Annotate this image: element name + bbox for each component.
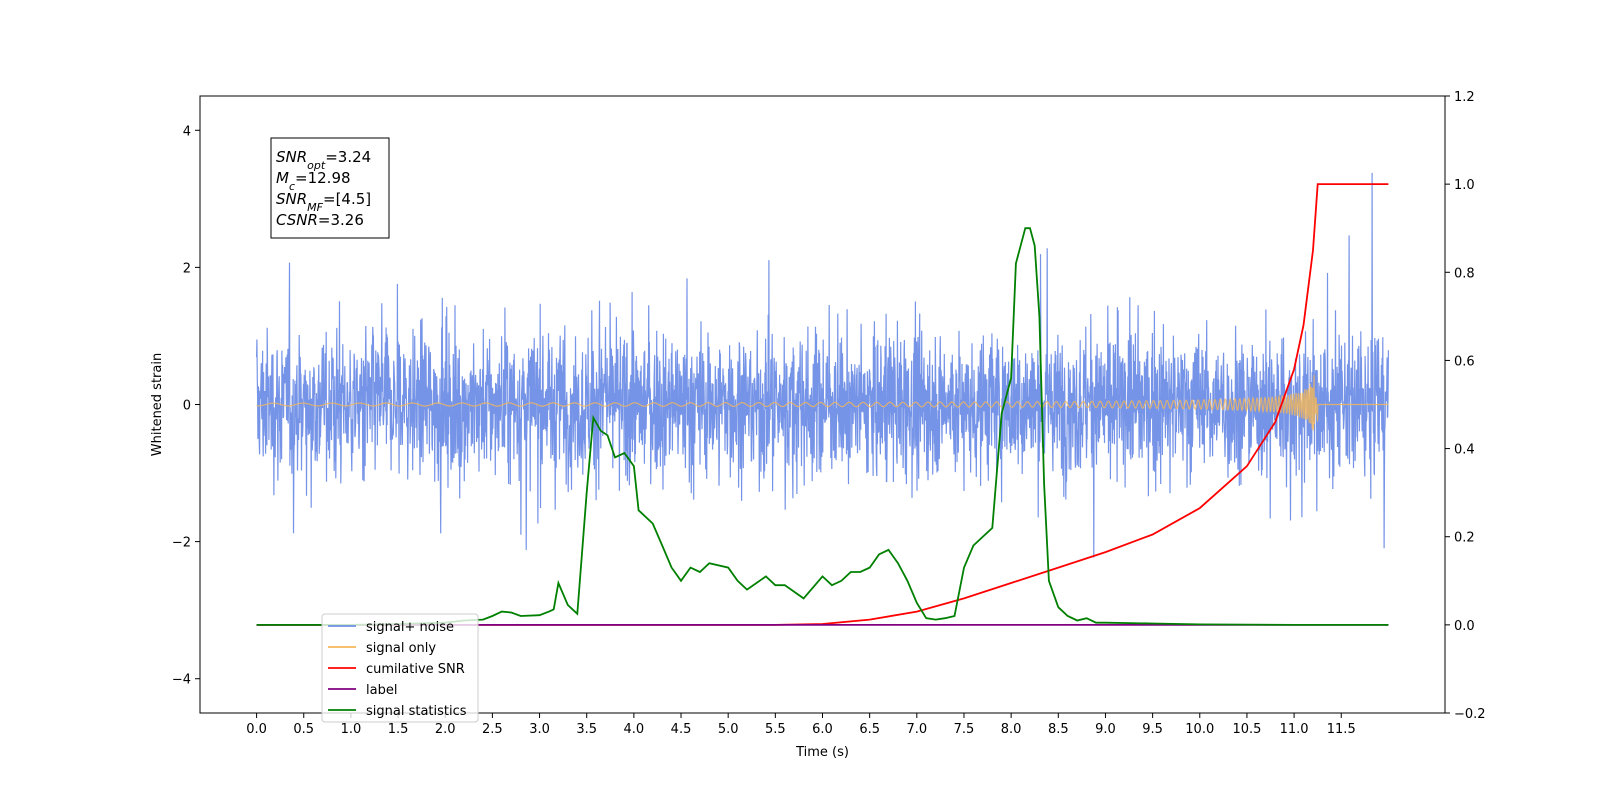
x-tick-label: 0.5 (293, 722, 314, 737)
x-tick-label: 10.5 (1232, 722, 1261, 737)
x-tick-label: 11.0 (1280, 722, 1309, 737)
y-right-tick-label: 0.0 (1454, 619, 1475, 634)
legend-frame (321, 613, 479, 723)
y-right-tick-label: −0.2 (1454, 707, 1486, 722)
x-tick-label: 6.0 (812, 722, 833, 737)
annotation-line: SNRMF=[4.5] (276, 190, 371, 214)
legend-label: label (366, 683, 397, 698)
y-right-tick-label: 1.2 (1454, 90, 1475, 105)
x-tick-label: 1.5 (388, 722, 409, 737)
series-signal-only (256, 375, 1389, 431)
series-cumilative-snr (256, 183, 1389, 626)
legend: signal+ noise signal only cumilative SNR la… (321, 613, 479, 723)
x-tick-label: 4.5 (671, 722, 692, 737)
y-left-tick-label: 0 (183, 399, 191, 414)
x-tick-label: 3.0 (529, 722, 550, 737)
y-left-tick-label: −4 (172, 673, 191, 688)
x-tick-label: 5.5 (765, 722, 786, 737)
annotation-line: CSNR=3.26 (276, 211, 364, 229)
annotation-frame (270, 137, 390, 239)
y-left-tick-label: −2 (172, 536, 191, 551)
annotation-line: Mc=12.98 (276, 169, 351, 193)
y-right-tick-label: 0.6 (1454, 354, 1475, 369)
y-axis-label: Whitened strain (150, 353, 165, 456)
y-left-tick-label: 2 (183, 261, 191, 276)
x-tick-label: 7.0 (906, 722, 927, 737)
legend-label: signal statistics (366, 704, 467, 719)
x-tick-label: 9.5 (1142, 722, 1163, 737)
series-signal-noise (256, 172, 1390, 558)
legend-label: signal only (366, 641, 436, 656)
x-tick-label: 2.0 (435, 722, 456, 737)
y-right-tick-label: 1.0 (1454, 178, 1475, 193)
x-tick-label: 7.5 (954, 722, 975, 737)
y-right-tick-label: 0.4 (1454, 443, 1475, 458)
x-tick-label: 4.0 (624, 722, 645, 737)
x-tick-label: 5.0 (718, 722, 739, 737)
x-tick-label: 0.0 (246, 722, 267, 737)
legend-label: signal+ noise (366, 620, 454, 635)
axes: 0.0 0.5 1.0 1.5 2.0 2.5 3.0 3.5 4.0 4.5 5.0 5.5 6.0 6… (150, 90, 1486, 760)
x-axis-label: Time (s) (795, 745, 849, 760)
x-tick-label: 1.0 (341, 722, 362, 737)
y-right-tick-label: 0.2 (1454, 531, 1475, 546)
x-tick-label: 9.0 (1095, 722, 1116, 737)
y-left-tick-label: 4 (183, 124, 191, 139)
legend-label: cumilative SNR (366, 662, 465, 677)
x-tick-label: 3.5 (576, 722, 597, 737)
x-tick-label: 11.5 (1327, 722, 1356, 737)
series-signal-statistics (256, 227, 1389, 626)
y-right-tick-label: 0.8 (1454, 266, 1475, 281)
x-tick-label: 2.5 (482, 722, 503, 737)
annotation-line: SNRopt=3.24 (276, 148, 371, 172)
x-tick-label: 6.5 (859, 722, 880, 737)
x-tick-label: 10.0 (1185, 722, 1214, 737)
x-tick-label: 8.5 (1048, 722, 1069, 737)
x-tick-label: 8.0 (1001, 722, 1022, 737)
